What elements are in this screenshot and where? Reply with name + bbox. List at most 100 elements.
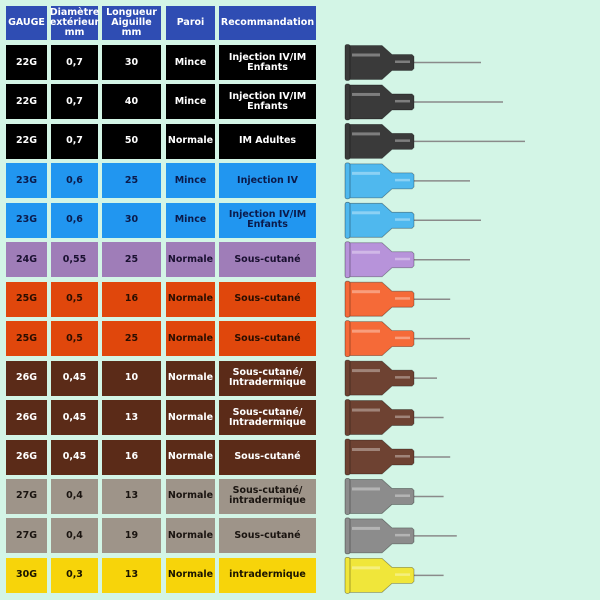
- diameter-cell: 0,5: [51, 321, 98, 357]
- wall-cell: Normale: [166, 400, 215, 436]
- length-cell: 16: [102, 281, 161, 317]
- hub-highlight: [395, 99, 410, 103]
- hub-highlight: [395, 60, 410, 63]
- recommendation-cell: Sous-cutané/ intradermique: [219, 478, 316, 514]
- length-cell: 50: [102, 123, 161, 159]
- recommendation-cell: Sous-cutané: [219, 242, 316, 278]
- wall-cell: Normale: [166, 360, 215, 396]
- gauge-cell: 23G: [6, 202, 47, 238]
- hub-flange: [344, 478, 351, 515]
- gauge-cell: 26G: [6, 400, 47, 436]
- hub-highlight: [395, 573, 410, 576]
- hub-flange: [344, 44, 351, 81]
- hub-highlight: [352, 408, 380, 412]
- wall-cell: Normale: [166, 557, 215, 593]
- hub-highlight: [352, 92, 380, 96]
- gauge-cell: 27G: [6, 518, 47, 554]
- diameter-cell: 0,7: [51, 45, 98, 80]
- hub-highlight: [352, 369, 380, 373]
- hub-flange: [344, 399, 351, 436]
- hub-flange: [344, 320, 351, 358]
- recommendation-cell: IM Adultes: [219, 123, 316, 159]
- diameter-cell: 0,7: [51, 123, 98, 159]
- diameter-cell: 0,45: [51, 360, 98, 396]
- gauge-cell: 30G: [6, 557, 47, 593]
- wall-cell: Normale: [166, 123, 215, 159]
- wall-cell: Normale: [166, 281, 215, 317]
- wall-cell: Mince: [166, 84, 215, 120]
- column-header: Longueur Aiguille mm: [102, 6, 161, 40]
- diameter-cell: 0,55: [51, 242, 98, 278]
- hub-flange: [344, 241, 351, 279]
- diameter-cell: 0,3: [51, 557, 98, 593]
- recommendation-cell: Injection IV: [219, 163, 316, 199]
- length-cell: 30: [102, 45, 161, 80]
- gauge-cell: 22G: [6, 123, 47, 159]
- wall-cell: Normale: [166, 518, 215, 554]
- gauge-cell: 24G: [6, 242, 47, 278]
- hub-highlight: [352, 53, 380, 57]
- hub-highlight: [352, 132, 380, 136]
- length-cell: 13: [102, 400, 161, 436]
- diameter-cell: 0,6: [51, 202, 98, 238]
- hub-highlight: [395, 139, 410, 142]
- recommendation-cell: Injection IV/IM Enfants: [219, 202, 316, 238]
- recommendation-cell: Sous-cutané: [219, 321, 316, 357]
- hub-flange: [344, 438, 351, 476]
- length-cell: 40: [102, 84, 161, 120]
- wall-cell: Normale: [166, 321, 215, 357]
- wall-cell: Mince: [166, 163, 215, 199]
- hub-highlight: [395, 297, 410, 300]
- wall-cell: Mince: [166, 202, 215, 238]
- hub-highlight: [395, 533, 410, 537]
- recommendation-cell: Injection IV/IM Enfants: [219, 45, 316, 80]
- gauge-cell: 23G: [6, 163, 47, 199]
- gauge-cell: 26G: [6, 360, 47, 396]
- length-cell: 25: [102, 163, 161, 199]
- hub-highlight: [395, 257, 410, 261]
- hub-flange: [344, 83, 351, 121]
- hub-flange: [344, 517, 351, 555]
- recommendation-cell: intradermique: [219, 557, 316, 593]
- length-cell: 13: [102, 478, 161, 514]
- wall-cell: Normale: [166, 242, 215, 278]
- recommendation-cell: Sous-cutané: [219, 439, 316, 475]
- recommendation-cell: Sous-cutané/ Intradermique: [219, 400, 316, 436]
- hub-highlight: [395, 376, 410, 379]
- hub-flange: [344, 201, 351, 239]
- column-header: GAUGE: [6, 6, 47, 40]
- hub-highlight: [352, 171, 380, 175]
- hub-flange: [344, 280, 351, 318]
- hub-highlight: [352, 566, 380, 570]
- gauge-cell: 26G: [6, 439, 47, 475]
- gauge-cell: 22G: [6, 84, 47, 120]
- wall-cell: Mince: [166, 45, 215, 80]
- length-cell: 10: [102, 360, 161, 396]
- hub-highlight: [395, 336, 410, 340]
- wall-cell: Normale: [166, 478, 215, 514]
- diameter-cell: 0,5: [51, 281, 98, 317]
- recommendation-cell: Sous-cutané: [219, 281, 316, 317]
- length-cell: 25: [102, 321, 161, 357]
- diameter-cell: 0,4: [51, 478, 98, 514]
- gauge-cell: 27G: [6, 478, 47, 514]
- hub-flange: [344, 556, 351, 594]
- hub-highlight: [352, 211, 380, 215]
- diameter-cell: 0,45: [51, 400, 98, 436]
- hub-flange: [344, 359, 351, 397]
- hub-highlight: [395, 415, 410, 419]
- column-header: Diamètre extérieur mm: [49, 6, 100, 40]
- length-cell: 13: [102, 557, 161, 593]
- gauge-cell: 25G: [6, 281, 47, 317]
- wall-cell: Normale: [166, 439, 215, 475]
- gauge-cell: 25G: [6, 321, 47, 357]
- length-cell: 30: [102, 202, 161, 238]
- hub-highlight: [395, 455, 410, 458]
- recommendation-cell: Injection IV/IM Enfants: [219, 84, 316, 120]
- diameter-cell: 0,6: [51, 163, 98, 199]
- hub-highlight: [395, 494, 410, 497]
- hub-highlight: [352, 290, 380, 294]
- hub-flange: [344, 162, 351, 200]
- diameter-cell: 0,7: [51, 84, 98, 120]
